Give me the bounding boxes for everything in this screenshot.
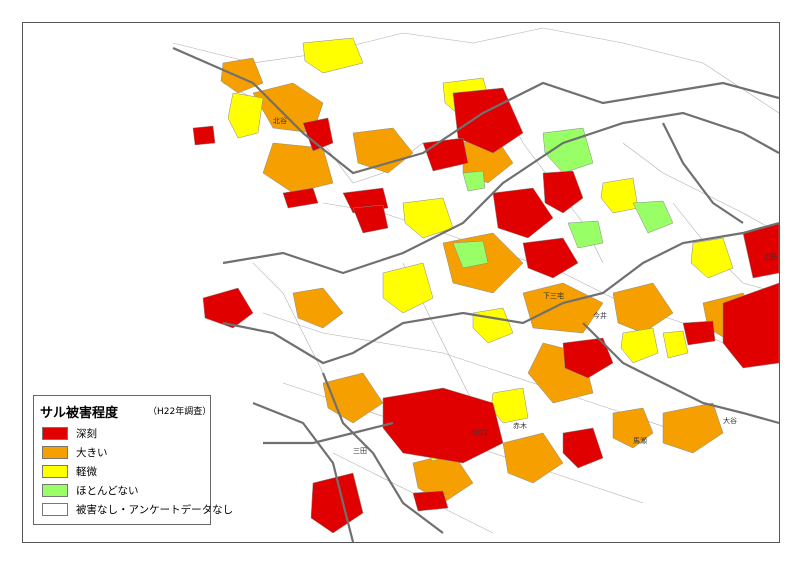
area-severe xyxy=(542,170,584,214)
map-canvas: 上野 馬瀬 赤木 三田 川口 今井 下三宅 北谷 大谷 xyxy=(172,27,779,542)
area-severe xyxy=(192,125,216,146)
area-almost-none xyxy=(632,200,674,234)
area-minor xyxy=(302,37,364,74)
area-severe xyxy=(412,490,449,512)
legend-swatch xyxy=(42,465,68,478)
area-severe xyxy=(302,117,334,152)
area-severe xyxy=(682,320,716,346)
area-almost-none xyxy=(462,170,486,192)
legend-label: 軽微 xyxy=(76,466,97,478)
area-large xyxy=(220,57,264,94)
area-almost-none xyxy=(567,220,604,249)
legend-label: ほとんどない xyxy=(76,485,139,497)
region-label: 三田 xyxy=(353,447,367,455)
area-severe xyxy=(562,427,604,469)
area-severe xyxy=(562,337,614,379)
legend-title: サル被害程度 xyxy=(40,406,119,421)
legend: サル被害程度 （H22年調査） 深刻 大きい 軽微 ほとんどない 被害なし・アン… xyxy=(33,395,233,525)
legend-label: 深刻 xyxy=(76,428,97,440)
area-severe xyxy=(352,204,389,234)
area-severe xyxy=(492,187,554,239)
area-minor xyxy=(600,177,639,214)
area-minor xyxy=(620,327,659,364)
area-large xyxy=(522,282,604,334)
area-large xyxy=(612,407,654,449)
region-labels: 上野 馬瀬 赤木 三田 川口 今井 下三宅 北谷 大谷 xyxy=(273,116,777,455)
region-label: 下三宅 xyxy=(543,291,564,300)
area-severe xyxy=(282,187,319,209)
legend-swatch xyxy=(42,484,68,497)
legend-survey-note: （H22年調査） xyxy=(148,407,212,417)
legend-swatch xyxy=(42,427,68,440)
area-large xyxy=(612,282,674,334)
area-minor xyxy=(690,237,734,279)
area-severe xyxy=(382,387,504,464)
region-label: 上野 xyxy=(763,252,777,261)
legend-swatch xyxy=(42,503,68,516)
area-large xyxy=(262,142,334,194)
legend-swatch xyxy=(42,446,68,459)
area-minor xyxy=(382,262,434,314)
area-severe xyxy=(202,287,254,329)
area-minor xyxy=(227,92,264,139)
area-severe xyxy=(522,237,579,279)
region-label: 大谷 xyxy=(723,416,737,425)
area-large xyxy=(352,127,414,174)
area-minor xyxy=(472,307,514,344)
area-large xyxy=(502,432,564,484)
region-label: 赤木 xyxy=(513,421,527,430)
region-label: 今井 xyxy=(593,311,607,320)
region-label: 川口 xyxy=(473,429,487,437)
major-boundaries xyxy=(172,46,779,542)
area-large xyxy=(292,287,344,329)
area-minor xyxy=(402,197,454,239)
area-almost-none xyxy=(452,240,489,269)
area-minor xyxy=(662,330,689,359)
area-severe xyxy=(722,282,779,369)
area-large xyxy=(252,82,324,134)
region-label: 北谷 xyxy=(273,116,287,125)
region-label: 馬瀬 xyxy=(633,436,647,445)
legend-label: 大きい xyxy=(76,447,108,459)
area-large xyxy=(662,402,724,454)
legend-label: 被害なし・アンケートデータなし xyxy=(76,504,234,516)
area-almost-none xyxy=(542,127,594,174)
area-severe xyxy=(422,137,469,172)
